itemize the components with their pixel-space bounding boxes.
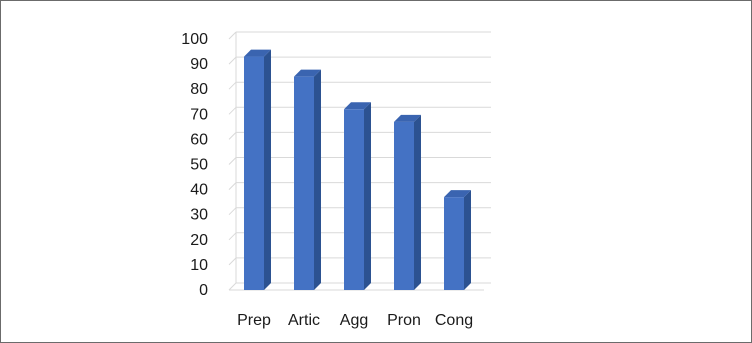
bar-top	[394, 114, 421, 122]
y-tick-label: 10	[190, 257, 208, 274]
x-axis-categories: Prep Artic Agg Pron Cong	[237, 312, 473, 329]
bar	[344, 102, 371, 290]
bar-front	[394, 121, 414, 290]
x-category-label: Pron	[387, 312, 421, 329]
x-category-label: Artic	[288, 312, 320, 329]
gridline-connector	[228, 182, 237, 190]
gridline-connector	[228, 257, 237, 266]
bar	[294, 69, 321, 291]
bar-side	[414, 114, 421, 290]
gridline-connector	[228, 282, 237, 291]
bar-top	[344, 102, 371, 110]
y-tick-label: 100	[181, 31, 208, 48]
bar-front	[344, 109, 364, 290]
y-tick-label: 50	[190, 157, 208, 174]
bar-top	[294, 69, 321, 77]
y-tick-label: 20	[190, 232, 208, 249]
gridline-connector	[228, 106, 237, 115]
bar-front	[444, 197, 464, 290]
bar-front	[244, 56, 264, 290]
bars	[244, 49, 471, 291]
bar-front	[294, 76, 314, 291]
gridline-connector	[228, 232, 237, 241]
y-tick-label: 60	[190, 131, 208, 148]
bar-top	[244, 49, 271, 57]
bar	[244, 49, 271, 290]
y-axis-ticks: 0 10 20 30 40 50 60 70 80 90 100	[181, 31, 208, 299]
y-tick-label: 70	[190, 106, 208, 123]
y-tick-label: 40	[190, 182, 208, 199]
gridline-connector	[228, 81, 237, 90]
gridline-connector	[228, 207, 237, 216]
y-tick-label: 0	[199, 282, 208, 299]
bar	[444, 190, 471, 290]
gridline-connector	[228, 132, 237, 140]
x-category-label: Prep	[237, 312, 271, 329]
gridline-connector	[228, 31, 237, 40]
gridline-connector	[228, 56, 237, 65]
bar-side	[364, 102, 371, 290]
gridline-connector	[228, 157, 237, 165]
bar-side	[464, 190, 471, 290]
x-category-label: Cong	[435, 312, 473, 329]
y-tick-label: 90	[190, 56, 208, 73]
bar-side	[264, 49, 271, 290]
bar-side	[314, 69, 321, 291]
bar	[394, 114, 421, 290]
bar-top	[444, 190, 471, 198]
y-tick-label: 30	[190, 207, 208, 224]
y-tick-label: 80	[190, 81, 208, 98]
x-category-label: Agg	[340, 312, 368, 329]
